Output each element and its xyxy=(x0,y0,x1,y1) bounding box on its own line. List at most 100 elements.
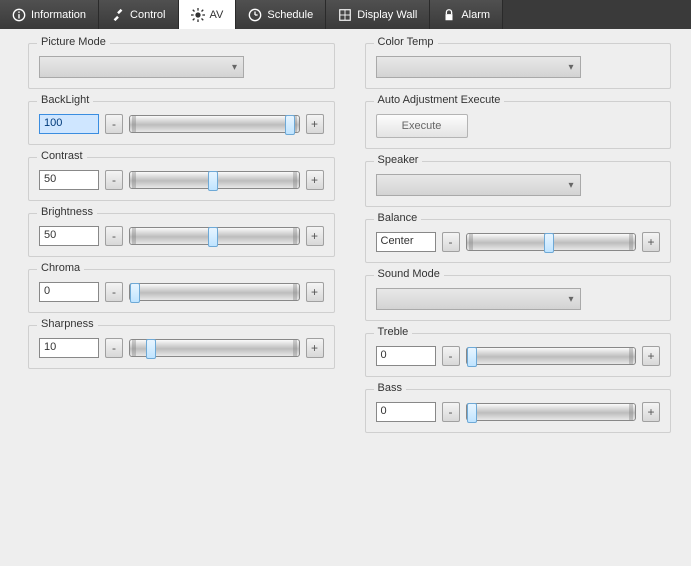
left-column: Picture Mode▾BackLight100-+Contrast50-+B… xyxy=(28,43,335,433)
sharpness-slider-track[interactable] xyxy=(129,339,300,357)
sound-mode-dropdown[interactable]: ▾ xyxy=(376,288,581,310)
contrast-slider-thumb[interactable] xyxy=(208,171,218,191)
sharpness-value-input[interactable]: 10 xyxy=(39,338,99,358)
balance-plus-button[interactable]: + xyxy=(642,232,660,252)
treble-slider-track[interactable] xyxy=(466,347,637,365)
group-title: Sharpness xyxy=(37,318,98,330)
balance-slider-thumb[interactable] xyxy=(544,233,554,253)
chroma-slider-thumb[interactable] xyxy=(130,283,140,303)
group-title: Picture Mode xyxy=(37,36,110,48)
backlight-group: BackLight100-+ xyxy=(28,101,335,145)
sharpness-plus-button[interactable]: + xyxy=(306,338,324,358)
tab-label: Alarm xyxy=(461,9,490,21)
tab-bar: Information Control AV Schedule Display Wall… xyxy=(0,0,691,29)
balance-minus-button[interactable]: - xyxy=(442,232,460,252)
speaker-group: Speaker▾ xyxy=(365,161,672,207)
brightness-value-input[interactable]: 50 xyxy=(39,226,99,246)
brightness-icon xyxy=(191,8,205,22)
balance-group: BalanceCenter-+ xyxy=(365,219,672,263)
brightness-slider-thumb[interactable] xyxy=(208,227,218,247)
tab-label: Display Wall xyxy=(357,9,417,21)
chevron-down-icon: ▾ xyxy=(568,180,573,191)
tab-alarm[interactable]: Alarm xyxy=(430,0,503,29)
tools-icon xyxy=(111,8,125,22)
tab-av[interactable]: AV xyxy=(179,0,237,29)
group-title: Chroma xyxy=(37,262,84,274)
sharpness-slider-row: 10- + xyxy=(39,338,324,358)
tab-control[interactable]: Control xyxy=(99,0,178,29)
chroma-plus-button[interactable]: + xyxy=(306,282,324,302)
treble-slider-thumb[interactable] xyxy=(467,347,477,367)
treble-plus-button[interactable]: + xyxy=(642,346,660,366)
balance-slider-row: Center- + xyxy=(376,232,661,252)
color-temp-dropdown[interactable]: ▾ xyxy=(376,56,581,78)
chroma-minus-button[interactable]: - xyxy=(105,282,123,302)
tab-label: Information xyxy=(31,9,86,21)
group-title: Bass xyxy=(374,382,406,394)
brightness-minus-button[interactable]: - xyxy=(105,226,123,246)
sound-mode-group: Sound Mode▾ xyxy=(365,275,672,321)
tab-display-wall[interactable]: Display Wall xyxy=(326,0,430,29)
clock-icon xyxy=(248,8,262,22)
group-title: Speaker xyxy=(374,154,423,166)
chroma-slider-track[interactable] xyxy=(129,283,300,301)
bass-slider-thumb[interactable] xyxy=(467,403,477,423)
grid-icon xyxy=(338,8,352,22)
balance-slider-track[interactable] xyxy=(466,233,637,251)
brightness-slider-track[interactable] xyxy=(129,227,300,245)
contrast-slider-track[interactable] xyxy=(129,171,300,189)
brightness-group: Brightness50-+ xyxy=(28,213,335,257)
tab-information[interactable]: Information xyxy=(0,0,99,29)
right-column: Color Temp▾Auto Adjustment ExecuteExecut… xyxy=(365,43,672,433)
bass-group: Bass0-+ xyxy=(365,389,672,433)
tab-label: Schedule xyxy=(267,9,313,21)
contrast-minus-button[interactable]: - xyxy=(105,170,123,190)
bass-value-input[interactable]: 0 xyxy=(376,402,436,422)
balance-value-input[interactable]: Center xyxy=(376,232,436,252)
color-temp-group: Color Temp▾ xyxy=(365,43,672,89)
group-title: Brightness xyxy=(37,206,97,218)
picture-mode-group: Picture Mode▾ xyxy=(28,43,335,89)
treble-value-input[interactable]: 0 xyxy=(376,346,436,366)
contrast-group: Contrast50-+ xyxy=(28,157,335,201)
backlight-minus-button[interactable]: - xyxy=(105,114,123,134)
group-title: Treble xyxy=(374,326,413,338)
backlight-value-input[interactable]: 100 xyxy=(39,114,99,134)
treble-group: Treble0-+ xyxy=(365,333,672,377)
bass-slider-track[interactable] xyxy=(466,403,637,421)
bass-minus-button[interactable]: - xyxy=(442,402,460,422)
tab-label: Control xyxy=(130,9,165,21)
tab-schedule[interactable]: Schedule xyxy=(236,0,326,29)
speaker-dropdown[interactable]: ▾ xyxy=(376,174,581,196)
chroma-slider-row: 0- + xyxy=(39,282,324,302)
chroma-group: Chroma0-+ xyxy=(28,269,335,313)
backlight-slider-thumb[interactable] xyxy=(285,115,295,135)
group-title: Contrast xyxy=(37,150,87,162)
auto-adjust-group: Auto Adjustment ExecuteExecute xyxy=(365,101,672,149)
backlight-slider-row: 100- + xyxy=(39,114,324,134)
group-title: Color Temp xyxy=(374,36,438,48)
treble-minus-button[interactable]: - xyxy=(442,346,460,366)
treble-slider-row: 0- + xyxy=(376,346,661,366)
content: Picture Mode▾BackLight100-+Contrast50-+B… xyxy=(0,29,691,451)
contrast-slider-row: 50- + xyxy=(39,170,324,190)
backlight-slider-track[interactable] xyxy=(129,115,300,133)
brightness-slider-row: 50- + xyxy=(39,226,324,246)
chevron-down-icon: ▾ xyxy=(568,62,573,73)
contrast-plus-button[interactable]: + xyxy=(306,170,324,190)
group-title: Balance xyxy=(374,212,422,224)
backlight-plus-button[interactable]: + xyxy=(306,114,324,134)
chevron-down-icon: ▾ xyxy=(568,294,573,305)
bass-plus-button[interactable]: + xyxy=(642,402,660,422)
chevron-down-icon: ▾ xyxy=(232,62,237,73)
lock-icon xyxy=(442,8,456,22)
sharpness-slider-thumb[interactable] xyxy=(146,339,156,359)
sharpness-group: Sharpness10-+ xyxy=(28,325,335,369)
contrast-value-input[interactable]: 50 xyxy=(39,170,99,190)
brightness-plus-button[interactable]: + xyxy=(306,226,324,246)
group-title: Auto Adjustment Execute xyxy=(374,94,505,106)
chroma-value-input[interactable]: 0 xyxy=(39,282,99,302)
execute-button[interactable]: Execute xyxy=(376,114,468,138)
picture-mode-dropdown[interactable]: ▾ xyxy=(39,56,244,78)
sharpness-minus-button[interactable]: - xyxy=(105,338,123,358)
